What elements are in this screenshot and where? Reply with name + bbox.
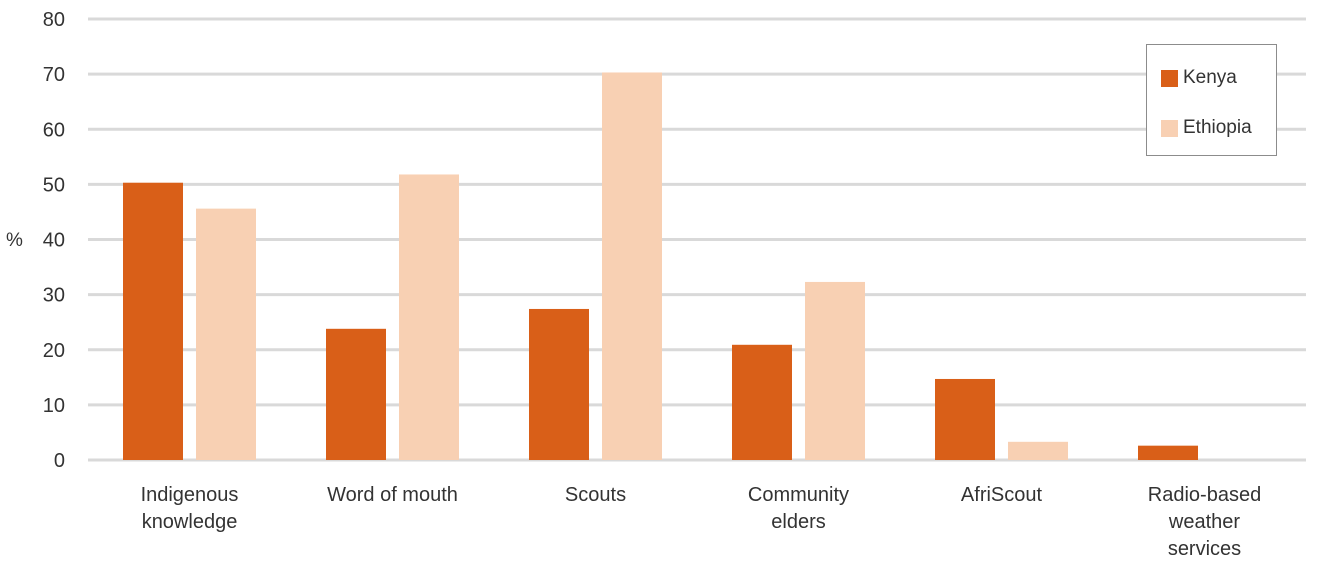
bar-kenya [529, 308, 589, 460]
bar-ethiopia [805, 281, 865, 460]
y-tick-label: 20 [43, 340, 65, 362]
x-category-label: Scouts [565, 484, 626, 506]
y-tick-label: 30 [43, 285, 65, 307]
y-tick-label: 10 [43, 395, 65, 417]
y-axis-ticks: 0 10 20 30 40 50 60 70 80 [43, 9, 65, 472]
legend-item-kenya: Kenya [1161, 67, 1237, 89]
legend-swatch-ethiopia [1161, 119, 1178, 137]
x-axis-labels: Indigenous knowledge Word of mouth Scouts Co… [141, 484, 1262, 560]
legend-swatch-kenya [1161, 69, 1178, 87]
y-tick-label: 50 [43, 174, 65, 196]
bar-kenya [326, 328, 386, 460]
bars [123, 72, 1198, 460]
legend-label-kenya: Kenya [1183, 67, 1237, 88]
bar-kenya [123, 182, 183, 460]
x-category-label: Radio-based weather services [1148, 484, 1261, 560]
y-tick-label: 70 [43, 64, 65, 86]
legend: Kenya Ethiopia [1146, 44, 1277, 156]
bar-kenya [732, 344, 792, 460]
x-category-label: Indigenous knowledge [141, 484, 239, 533]
bar-ethiopia [399, 174, 459, 460]
y-tick-label: 80 [43, 9, 65, 31]
y-axis-label: % [6, 230, 23, 251]
x-category-label: Community elders [748, 484, 849, 533]
gridlines [88, 17, 1306, 462]
x-category-label: Word of mouth [327, 484, 458, 506]
x-category-label: AfriScout [961, 484, 1043, 506]
y-tick-label: 40 [43, 230, 65, 252]
bar-ethiopia [196, 208, 256, 460]
legend-label-ethiopia: Ethiopia [1183, 117, 1252, 138]
bar-ethiopia [1008, 441, 1068, 460]
bar-kenya [1138, 445, 1198, 460]
bar-ethiopia [602, 72, 662, 460]
y-tick-label: 60 [43, 119, 65, 141]
legend-item-ethiopia: Ethiopia [1161, 117, 1252, 139]
bar-kenya [935, 378, 995, 460]
y-tick-label: 0 [54, 450, 65, 472]
